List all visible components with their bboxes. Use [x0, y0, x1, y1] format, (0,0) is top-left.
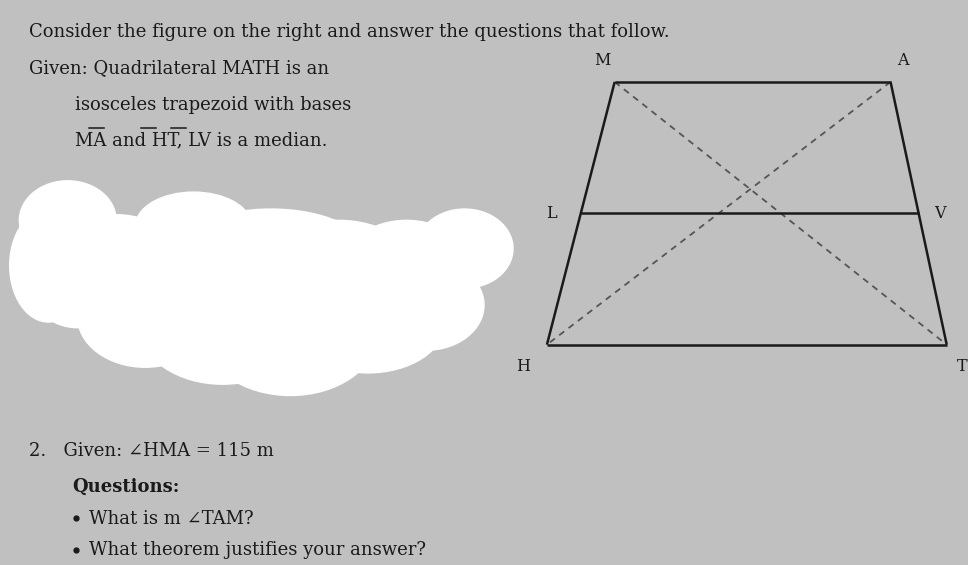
Ellipse shape [203, 271, 378, 396]
Ellipse shape [261, 220, 416, 322]
Text: isosceles trapezoid with bases: isosceles trapezoid with bases [29, 96, 351, 114]
Ellipse shape [140, 271, 305, 384]
Ellipse shape [53, 215, 179, 305]
Ellipse shape [344, 220, 469, 311]
Ellipse shape [290, 271, 445, 373]
Ellipse shape [368, 260, 484, 350]
Text: What theorem justifies your answer?: What theorem justifies your answer? [89, 541, 426, 559]
Text: MA and HT, LV is a median.: MA and HT, LV is a median. [29, 131, 327, 149]
Ellipse shape [416, 209, 513, 288]
Ellipse shape [10, 209, 87, 322]
Text: M: M [594, 52, 610, 69]
Text: Given: Quadrilateral MATH is an: Given: Quadrilateral MATH is an [29, 59, 329, 77]
Text: T: T [957, 358, 967, 375]
Ellipse shape [174, 209, 368, 299]
Ellipse shape [19, 181, 116, 260]
Text: L: L [547, 205, 557, 221]
Text: A: A [897, 52, 909, 69]
Ellipse shape [29, 237, 126, 328]
Text: Consider the figure on the right and answer the questions that follow.: Consider the figure on the right and ans… [29, 23, 670, 41]
Ellipse shape [174, 220, 348, 333]
Ellipse shape [136, 192, 252, 260]
Ellipse shape [77, 266, 213, 367]
Text: Questions:: Questions: [73, 477, 180, 496]
Text: H: H [516, 358, 529, 375]
Ellipse shape [106, 220, 261, 322]
Text: What is m ∠TAM?: What is m ∠TAM? [89, 510, 254, 528]
Text: 2.   Given: ∠HMA = 115 m: 2. Given: ∠HMA = 115 m [29, 442, 274, 460]
Text: V: V [934, 205, 946, 221]
